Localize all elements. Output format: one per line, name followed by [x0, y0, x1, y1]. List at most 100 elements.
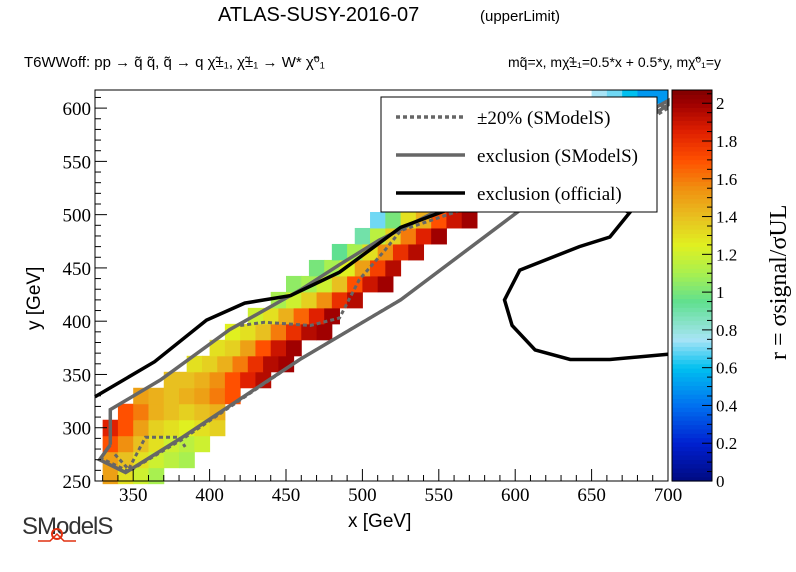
colorbar-segment [672, 172, 712, 178]
heatmap-cell [117, 435, 134, 453]
colorbar-tick-label: 1.2 [716, 245, 737, 264]
colorbar-segment [672, 181, 712, 187]
colorbar-segment [672, 233, 712, 239]
colorbar-segment [672, 215, 712, 221]
y-tick-label: 300 [63, 419, 92, 440]
heatmap-cell [194, 403, 211, 421]
legend: ±20% (SModelS) exclusion (SModelS) exclusi… [380, 96, 658, 213]
colorbar-segment [672, 202, 712, 208]
colorbar-segment [672, 450, 712, 456]
legend-label-2: exclusion (SModelS) [477, 146, 638, 167]
colorbar-segment [672, 120, 712, 126]
colorbar-segment [672, 420, 712, 426]
axis-ticks: 350 400 450 500 550 600 650 700 250 300 350 400 450 5… [63, 96, 682, 506]
heatmap-cell [209, 339, 226, 357]
heatmap-cell [301, 323, 318, 341]
y-tick-label: 450 [63, 259, 92, 280]
heatmap-cell [217, 355, 234, 373]
colorbar-segment [672, 276, 712, 282]
colorbar-segment [672, 307, 712, 313]
colorbar-segment [672, 376, 712, 382]
colorbar-segment [672, 415, 712, 421]
heatmap-cell [133, 419, 149, 437]
colorbar-segment [672, 324, 712, 330]
colorbar-segment [672, 411, 712, 417]
colorbar-tick-label: 1.6 [716, 170, 737, 189]
heatmap-cell [148, 419, 165, 437]
x-tick-label: 600 [501, 485, 530, 506]
colorbar-segment [672, 107, 712, 113]
heatmap-cell [163, 451, 180, 469]
colorbar-segment [672, 242, 712, 247]
heatmap-cell [179, 387, 195, 405]
colorbar-segment [672, 220, 712, 226]
heatmap-cell [263, 307, 279, 325]
colorbar-segment [672, 476, 712, 482]
heatmap-cell [224, 339, 241, 357]
heatmap-cell [148, 435, 165, 453]
heatmap-cell [400, 227, 417, 245]
heatmap-cell [247, 355, 264, 373]
heatmap-cell [255, 339, 272, 357]
colorbar-segment [672, 189, 712, 195]
colorbar-segment [672, 98, 712, 104]
colorbar-tick-label: 1.8 [716, 132, 737, 151]
heatmap-cell [392, 243, 409, 261]
color-scale-bar: 0 0.2 0.4 0.6 0.8 1 1.2 1.4 1.6 1.8 2 [671, 89, 738, 491]
heatmap-cell [224, 323, 241, 341]
heatmap-cell [194, 435, 211, 453]
colorbar-segment [672, 402, 712, 408]
y-tick-label: 350 [63, 365, 92, 386]
x-tick-label: 500 [348, 485, 377, 506]
colorbar-segment [672, 350, 712, 356]
colorbar-segment [672, 372, 712, 378]
colorbar-segment [672, 294, 712, 300]
heatmap-cell [377, 275, 394, 293]
heatmap-cell [324, 307, 340, 325]
colorbar-segment [672, 285, 712, 291]
colorbar-segment [672, 459, 712, 465]
heatmap-cell [377, 243, 394, 261]
heatmap-cell [232, 355, 249, 373]
colorbar-tick-label: 0.2 [716, 434, 737, 453]
colorbar-label: r = σsignal/σUL [766, 205, 792, 360]
colorbar-segment [672, 333, 712, 339]
x-tick-label: 550 [425, 485, 454, 506]
colorbar-segment [672, 337, 712, 343]
heatmap-cell [194, 387, 211, 405]
colorbar-segment [672, 311, 712, 317]
heatmap-cell [133, 467, 149, 485]
heatmap-cell [102, 467, 119, 485]
colorbar-segment [672, 137, 712, 143]
colorbar-segment [672, 116, 712, 122]
y-tick-label: 550 [63, 152, 92, 173]
chart-title: ATLAS-SUSY-2016-07 [218, 4, 419, 26]
colorbar-segment [672, 268, 712, 274]
colorbar-segment [672, 446, 712, 452]
colorbar-tick-label: 1.4 [716, 208, 738, 227]
colorbar-segment [672, 94, 712, 100]
logo-text: SModelS [22, 513, 112, 540]
smodels-pm20-line [113, 435, 187, 472]
colorbar-tick-label: 0.6 [716, 359, 737, 378]
heatmap-cell [286, 275, 302, 293]
heatmap-cell [347, 291, 363, 309]
colorbar-segment [672, 407, 712, 413]
colorbar-segment [672, 320, 712, 326]
x-axis-label: x [GeV] [348, 511, 411, 532]
heatmap-cell [354, 227, 371, 245]
heatmap-cell [133, 435, 149, 453]
colorbar-segment [672, 255, 712, 261]
heatmap-cell [117, 451, 134, 469]
colorbar-segment [672, 259, 712, 265]
colorbar-segment [672, 272, 712, 278]
heatmap-cell [194, 371, 211, 389]
colorbar-segment [672, 472, 712, 478]
colorbar-segment [672, 229, 712, 234]
colorbar-tick-label: 1 [716, 283, 725, 302]
heatmap-cell [347, 275, 363, 293]
colorbar-segment [672, 346, 712, 352]
colorbar-segment [672, 142, 712, 148]
colorbar-segment [672, 298, 712, 304]
